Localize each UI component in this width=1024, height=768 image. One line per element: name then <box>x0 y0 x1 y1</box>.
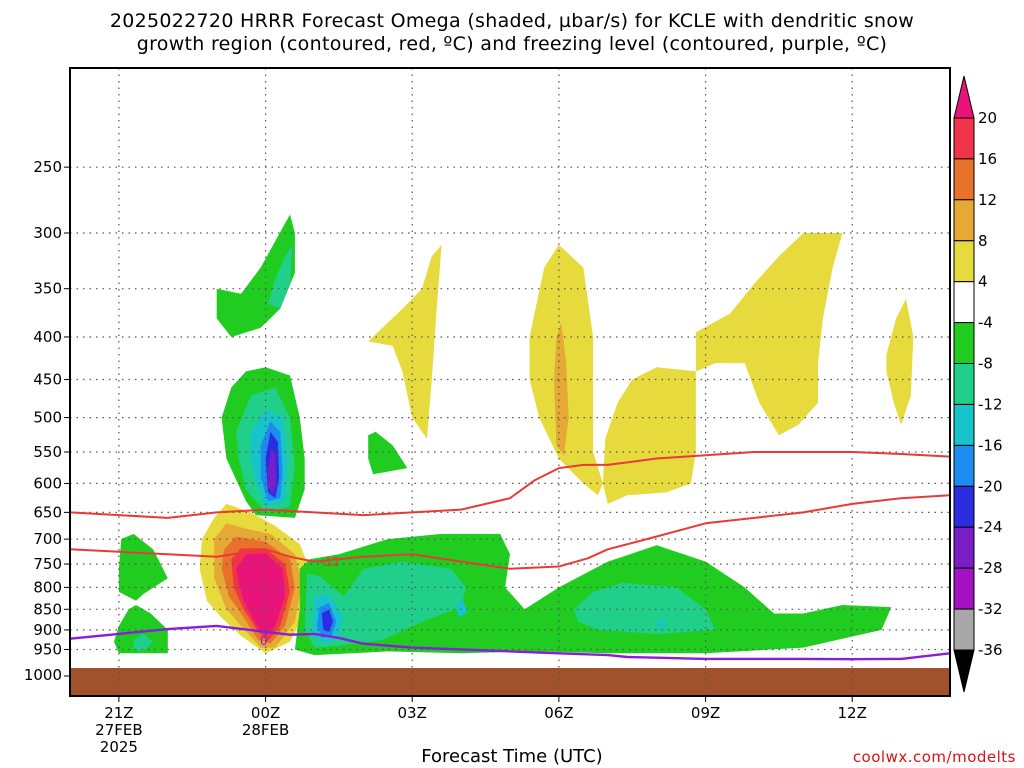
colorbar-bin-2 <box>953 199 975 242</box>
dgz-contour-label: -12 <box>320 555 340 569</box>
y-tick-label-1000: 1000 <box>24 666 62 684</box>
chart-title-line-1: 2025022720 HRRR Forecast Omega (shaded, … <box>109 10 915 32</box>
colorbar-bin-7 <box>953 404 975 446</box>
x-tick-label-6-0: 03Z <box>398 704 427 722</box>
y-tick-label-450: 450 <box>33 371 62 389</box>
plot-frame <box>69 67 951 697</box>
y-tick-label-900: 900 <box>33 621 62 639</box>
colorbar-label-0: 20 <box>978 109 997 127</box>
omega-region-24 <box>368 244 442 439</box>
x-tick-label-0-2: 2025 <box>100 738 138 756</box>
colorbar-label-13: -36 <box>978 641 1003 659</box>
colorbar-bin-12 <box>953 608 975 651</box>
colorbar-top-arrow <box>953 75 975 119</box>
colorbar-bin-6 <box>953 363 975 405</box>
ground-surface <box>70 668 950 696</box>
y-tick-label-600: 600 <box>33 474 62 492</box>
colorbar-label-4: 4 <box>978 273 988 291</box>
colorbar-bin-4 <box>953 281 975 324</box>
colorbar-bin-1 <box>953 158 975 201</box>
x-tick-label-12-0: 09Z <box>691 704 720 722</box>
y-tick-label-700: 700 <box>33 530 62 548</box>
grid-layer <box>70 68 950 696</box>
dgz-contour-12 <box>70 494 950 570</box>
y-tick-label-250: 250 <box>33 158 62 176</box>
x-tick-label-3-1: 28FEB <box>242 721 289 739</box>
omega-region-20 <box>321 609 333 632</box>
y-tick-label-550: 550 <box>33 443 62 461</box>
omega-region-14 <box>304 561 466 648</box>
omega-region-17 <box>456 598 469 618</box>
y-tick-label-850: 850 <box>33 600 62 618</box>
y-tick-label-350: 350 <box>33 280 62 298</box>
colorbar-label-8: -16 <box>978 436 1003 454</box>
x-axis-label: Forecast Time (UTC) <box>421 746 603 767</box>
colorbar-bottom-arrow <box>953 649 975 693</box>
colorbar-bin-0 <box>953 117 975 160</box>
x-tick-label-3-0: 00Z <box>251 704 280 722</box>
colorbar-bin-10 <box>953 526 975 569</box>
omega-region-27 <box>554 323 569 456</box>
colorbar-bin-11 <box>953 567 975 610</box>
colorbar-label-6: -8 <box>978 355 993 373</box>
colorbar: 20 16 12 8 4 -4 -8 -12 -16 -20 -24 -28 -32 -36 <box>953 75 1003 693</box>
site-credit: coolwx.com/modelts <box>852 748 1016 766</box>
colorbar-label-1: 16 <box>978 150 997 168</box>
colorbar-label-3: 8 <box>978 232 988 250</box>
colorbar-bin-8 <box>953 444 975 487</box>
y-tick-label-750: 750 <box>33 555 62 573</box>
colorbar-bin-5 <box>953 322 975 365</box>
chart-title-line-2: growth region (contoured, red, ºC) and f… <box>136 33 888 55</box>
x-tick-label-15-0: 12Z <box>838 704 867 722</box>
y-tick-label-500: 500 <box>33 409 62 427</box>
x-tick-label-0-1: 27FEB <box>95 721 142 739</box>
omega-region-7 <box>268 448 277 496</box>
colorbar-label-10: -24 <box>978 518 1003 536</box>
contour-layer <box>70 451 950 661</box>
omega-region-30 <box>886 298 914 425</box>
omega-region-1 <box>268 244 293 309</box>
omega-region-29 <box>695 233 843 436</box>
omega-region-12 <box>236 553 286 636</box>
y-tick-label-950: 950 <box>33 641 62 659</box>
omega-region-18 <box>656 617 667 630</box>
colorbar-label-12: -32 <box>978 600 1003 618</box>
colorbar-label-9: -20 <box>978 477 1003 495</box>
colorbar-label-7: -12 <box>978 396 1003 414</box>
omega-region-21 <box>118 533 168 601</box>
y-axis: 250 300 350 400 450 500 550 600 650 700 750 800 850 9… <box>24 158 70 684</box>
dgz-contour-18 <box>70 451 950 519</box>
colorbar-label-5: -4 <box>978 314 993 332</box>
colorbar-bin-9 <box>953 485 975 528</box>
ground-layer <box>70 668 950 696</box>
freezing-contour-label: 0 <box>260 634 268 648</box>
freezing-level-contour <box>70 624 950 661</box>
colorbar-label-11: -28 <box>978 559 1003 577</box>
omega-shading-layer <box>114 214 914 656</box>
omega-region-15 <box>573 582 716 634</box>
omega-region-23 <box>133 633 154 652</box>
y-tick-label-800: 800 <box>33 578 62 596</box>
omega-region-28 <box>602 367 696 504</box>
omega-region-25 <box>368 431 408 475</box>
y-tick-label-300: 300 <box>33 224 62 242</box>
y-tick-label-650: 650 <box>33 503 62 521</box>
omega-region-22 <box>114 605 168 654</box>
colorbar-bin-3 <box>953 240 975 283</box>
y-tick-label-400: 400 <box>33 328 62 346</box>
colorbar-label-2: 12 <box>978 191 997 209</box>
x-tick-label-0-0: 21Z <box>104 704 133 722</box>
x-tick-label-9-0: 06Z <box>544 704 573 722</box>
